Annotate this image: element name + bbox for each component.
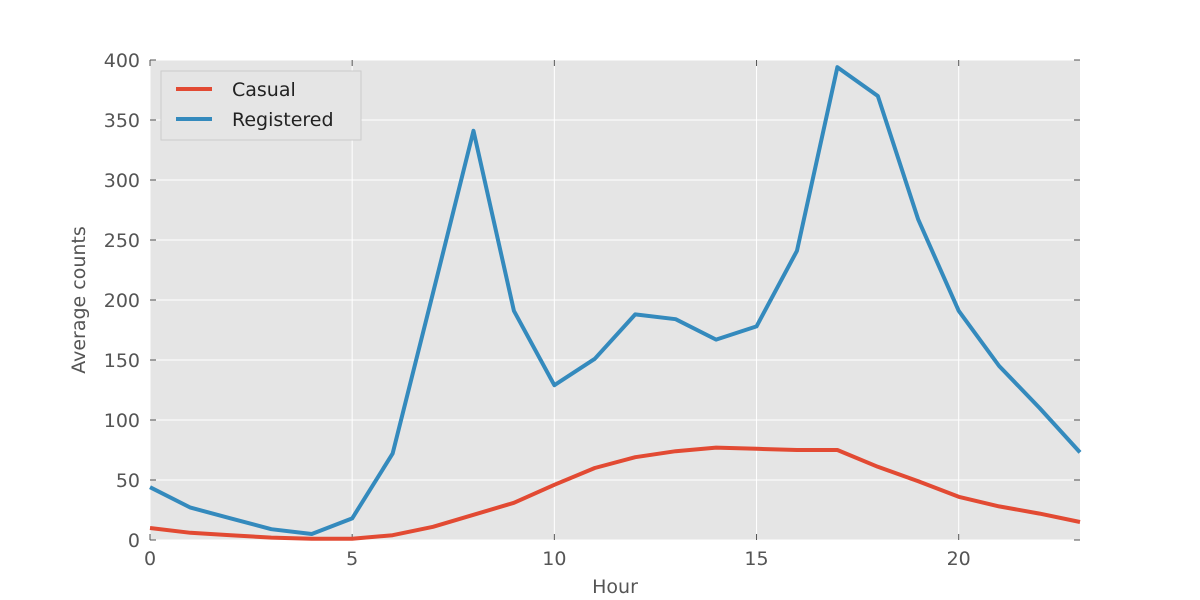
legend-box: [160, 70, 362, 141]
x-tick-label: 10: [542, 548, 566, 570]
y-tick-label: 250: [104, 230, 140, 252]
series-line-casual: [149, 445, 1081, 541]
y-tick-label: 0: [128, 530, 140, 552]
x-tick-label: 15: [744, 548, 768, 570]
y-axis-label: Average counts: [68, 226, 90, 374]
y-tick-label: 400: [104, 50, 140, 72]
legend-label-registered: Registered: [232, 109, 334, 131]
y-tick-label: 350: [104, 110, 140, 132]
axis-ticks: [149, 59, 1080, 541]
y-tick-label: 150: [104, 350, 140, 372]
tick-labels: 0 50 100 150 200 250 300 350 400 0 5 10 15 20: [104, 50, 971, 570]
series-line-registered: [149, 65, 1082, 536]
series-lines: [149, 65, 1082, 541]
legend: Casual Registered: [160, 70, 362, 141]
x-tick-label: 5: [346, 548, 358, 570]
x-tick-label: 20: [947, 548, 971, 570]
legend-label-casual: Casual: [232, 79, 296, 101]
y-tick-label: 200: [104, 290, 140, 312]
y-tick-label: 100: [104, 410, 140, 432]
x-tick-label: 0: [144, 548, 156, 570]
x-axis-label: Hour: [592, 576, 638, 598]
y-tick-label: 300: [104, 170, 140, 192]
y-tick-label: 50: [116, 470, 140, 492]
